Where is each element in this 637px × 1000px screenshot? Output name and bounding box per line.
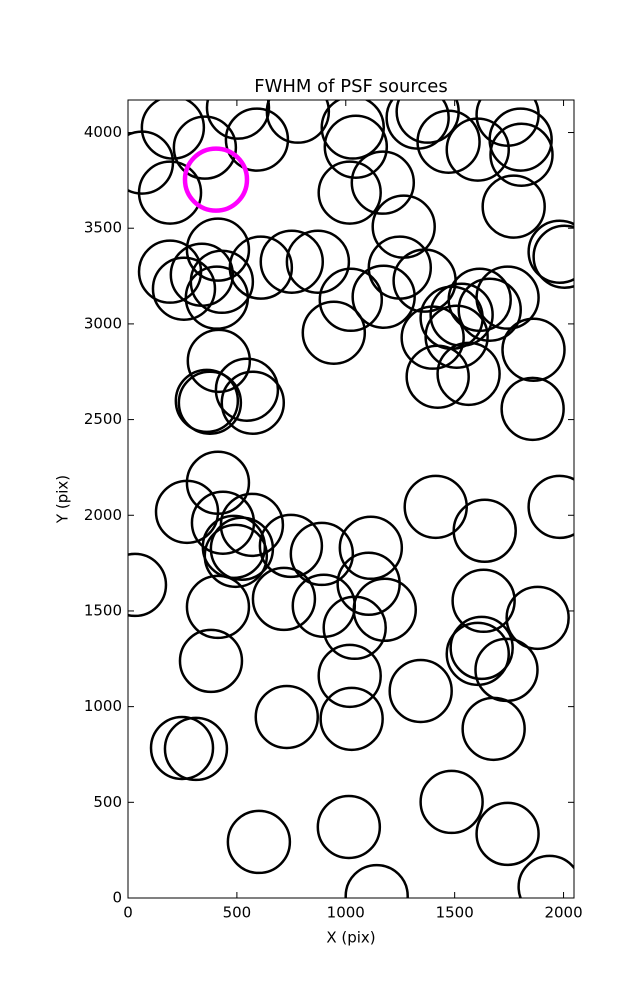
source-circle (203, 523, 269, 589)
x-tick-label: 1000 (327, 904, 365, 922)
chart-title: FWHM of PSF sources (254, 76, 448, 97)
source-circle (251, 566, 317, 632)
source-circle (320, 100, 385, 160)
source-circle (178, 628, 244, 694)
source-circle (205, 100, 271, 140)
x-tick-label: 0 (123, 904, 133, 922)
source-circle (185, 574, 251, 640)
source-circle (258, 513, 324, 579)
source-circle (316, 794, 382, 860)
x-tick-label: 2000 (544, 904, 582, 922)
source-circle (461, 696, 526, 762)
y-tick-label: 3500 (84, 219, 122, 237)
source-circle (317, 160, 382, 225)
source-circle (489, 122, 554, 187)
source-circle (254, 684, 320, 750)
source-circle (323, 114, 389, 179)
source-circle (220, 370, 286, 435)
source-circle (338, 515, 404, 581)
x-tick-label: 500 (223, 904, 252, 922)
y-tick-label: 3000 (84, 314, 122, 332)
y-tick-label: 0 (112, 889, 122, 907)
source-circle (259, 229, 325, 294)
source-circle (151, 256, 217, 321)
source-circle (128, 552, 168, 618)
source-circle (182, 146, 250, 213)
source-circle (501, 317, 566, 382)
source-circle (137, 160, 203, 225)
source-circle (517, 854, 574, 898)
source-circle (154, 479, 220, 545)
source-circle (457, 277, 522, 342)
source-circle (532, 224, 574, 289)
source-circle (289, 521, 355, 587)
source-circle (317, 643, 382, 709)
source-circle (475, 265, 540, 330)
source-circle (301, 300, 367, 365)
source-circle (209, 516, 275, 582)
source-circle (419, 769, 484, 835)
source-circle (451, 568, 516, 634)
y-tick-label: 1500 (84, 601, 122, 619)
source-circle (481, 174, 546, 239)
source-circle (350, 150, 416, 215)
source-circle (224, 107, 290, 172)
source-circle (149, 715, 215, 781)
source-circle (140, 100, 206, 160)
source-circle (318, 267, 384, 333)
y-tick-label: 1000 (84, 697, 122, 715)
source-circle (505, 585, 570, 651)
source-circle (186, 328, 252, 394)
source-circle (163, 716, 229, 782)
source-circle (445, 621, 510, 687)
y-axis-label: Y (pix) (54, 475, 72, 524)
source-circle (351, 264, 416, 329)
source-circle (436, 341, 501, 407)
y-tick-label: 2500 (84, 410, 122, 428)
source-circle (416, 109, 481, 174)
marks-layer (128, 100, 574, 898)
source-circle (447, 267, 512, 333)
source-circle (226, 809, 292, 875)
source-circle (265, 100, 331, 144)
y-tick-label: 4000 (84, 123, 122, 141)
source-circle (214, 357, 280, 422)
source-circle (527, 474, 574, 540)
source-circle (172, 115, 238, 180)
source-circle (228, 235, 294, 300)
x-tick-label: 1500 (436, 904, 474, 922)
x-axis-label: X (pix) (326, 929, 375, 947)
plot-frame (127, 99, 575, 899)
source-circle (177, 370, 243, 435)
source-circle (527, 219, 574, 284)
source-circle (285, 229, 351, 294)
y-tick-label: 500 (93, 793, 122, 811)
y-tick-label: 2000 (84, 506, 122, 524)
source-circle (185, 217, 251, 282)
source-circle (322, 595, 387, 661)
source-circle (429, 282, 494, 347)
source-circle (319, 686, 384, 752)
source-circle (388, 658, 453, 724)
source-circle (500, 376, 565, 442)
source-circle (475, 801, 540, 867)
source-circle (352, 577, 418, 643)
source-circle (452, 498, 517, 564)
source-circle (174, 368, 240, 434)
source-circle (488, 107, 553, 172)
source-circle (449, 615, 514, 681)
